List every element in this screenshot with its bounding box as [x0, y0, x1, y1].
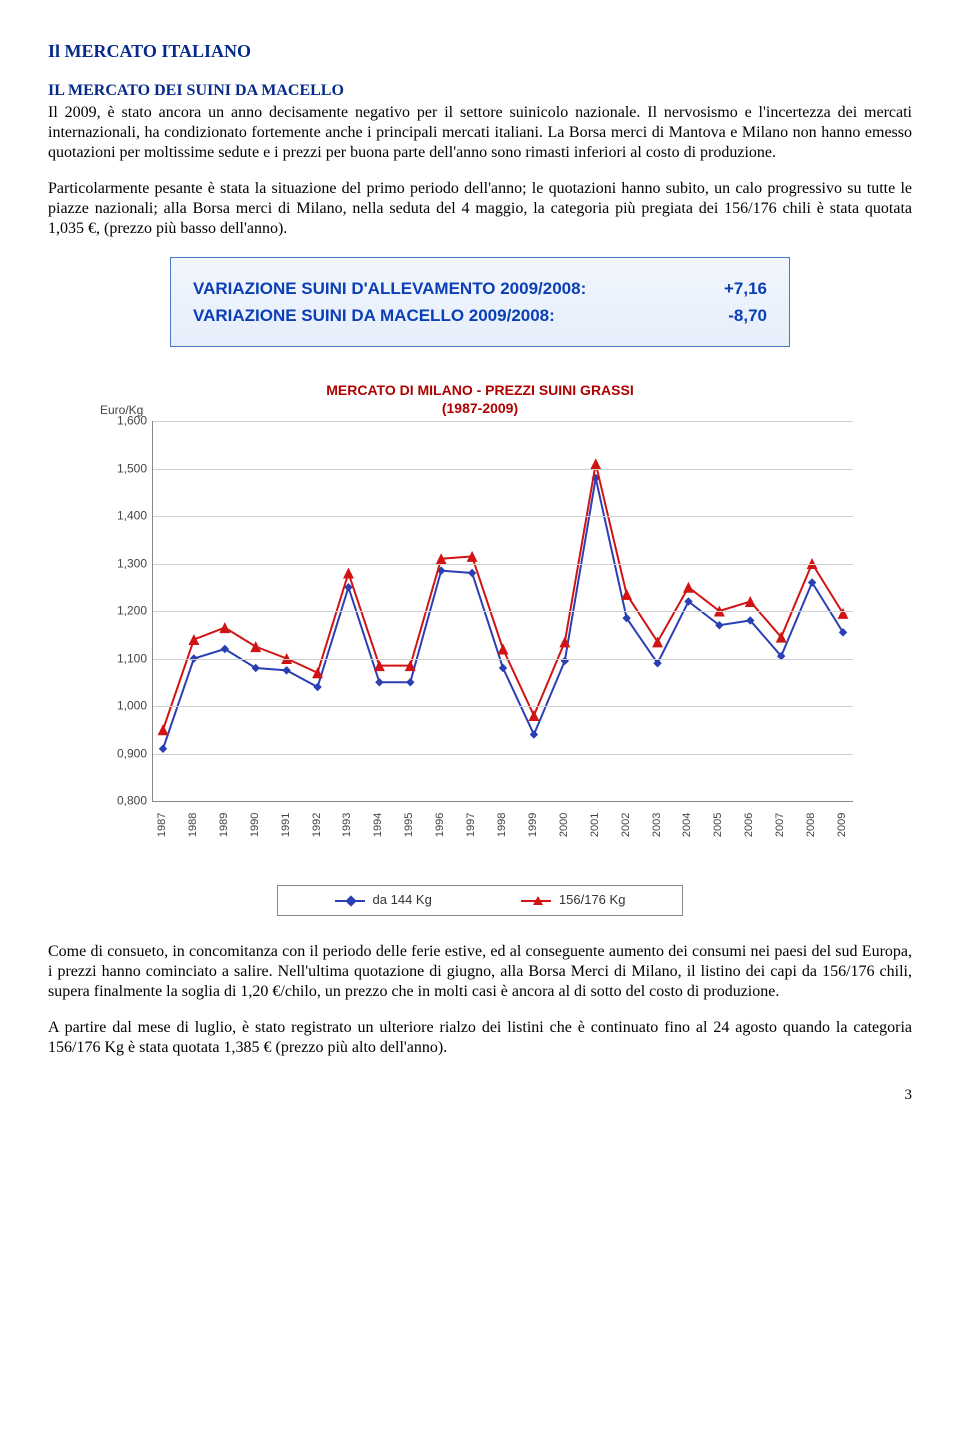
chart-legend: da 144 Kg 156/176 Kg [277, 885, 683, 915]
gridline [153, 516, 853, 517]
x-tick-label: 1995 [403, 812, 417, 836]
page-number: 3 [48, 1086, 912, 1105]
y-tick-label: 1,000 [103, 699, 147, 714]
series-marker [838, 608, 849, 619]
series-line [163, 478, 843, 749]
gridline [153, 469, 853, 470]
series-marker [159, 745, 167, 753]
gridline [153, 611, 853, 612]
paragraph-4: A partire dal mese di luglio, è stato re… [48, 1018, 912, 1058]
series-marker [282, 667, 290, 675]
series-marker [468, 569, 476, 577]
series-marker [499, 664, 507, 672]
series-marker [313, 683, 321, 691]
series-marker [745, 596, 756, 607]
paragraph-2: Particolarmente pesante è stata la situa… [48, 179, 912, 239]
variation-label: VARIAZIONE SUINI D'ALLEVAMENTO 2009/2008… [193, 278, 586, 299]
x-tick-label: 1991 [280, 812, 294, 836]
x-tick-label: 1999 [527, 812, 541, 836]
series-marker [652, 637, 663, 648]
y-tick-label: 1,400 [103, 509, 147, 524]
y-tick-label: 0,900 [103, 746, 147, 761]
series-marker [406, 678, 414, 686]
legend-marker-triangle-icon [521, 900, 551, 902]
x-tick-label: 1997 [465, 812, 479, 836]
variation-row-macello: VARIAZIONE SUINI DA MACELLO 2009/2008: -… [193, 305, 767, 326]
x-tick-label: 1990 [249, 812, 263, 836]
page-title: Il MERCATO ITALIANO [48, 40, 912, 63]
x-tick-label: 2009 [836, 812, 850, 836]
legend-label: 156/176 Kg [559, 892, 626, 908]
x-tick-label: 2000 [558, 812, 572, 836]
variation-value: -8,70 [728, 305, 767, 326]
series-marker [219, 623, 230, 634]
x-tick-label: 1992 [311, 812, 325, 836]
legend-item-a: da 144 Kg [335, 892, 432, 908]
variation-box-wrap: VARIAZIONE SUINI D'ALLEVAMENTO 2009/2008… [48, 257, 912, 348]
legend-label: da 144 Kg [373, 892, 432, 908]
x-tick-label: 1994 [372, 812, 386, 836]
series-marker [343, 568, 354, 579]
x-tick-label: 2006 [743, 812, 757, 836]
chart-title: MERCATO DI MILANO - PREZZI SUINI GRASSI … [100, 381, 860, 417]
x-tick-label: 1998 [496, 812, 510, 836]
legend-marker-diamond-icon [335, 900, 365, 902]
price-chart: MERCATO DI MILANO - PREZZI SUINI GRASSI … [100, 381, 860, 916]
series-marker [528, 710, 539, 721]
series-marker [250, 642, 261, 653]
series-line [163, 464, 843, 730]
series-marker [188, 634, 199, 645]
series-marker [498, 644, 509, 655]
x-tick-label: 1988 [187, 812, 201, 836]
series-marker [683, 582, 694, 593]
paragraph-1: Il 2009, è stato ancora un anno decisame… [48, 103, 912, 163]
gridline [153, 564, 853, 565]
x-tick-label: 2002 [620, 812, 634, 836]
y-tick-label: 0,800 [103, 794, 147, 809]
x-tick-label: 1987 [156, 812, 170, 836]
plot-region: 0,8000,9001,0001,1001,2001,3001,4001,500… [152, 421, 853, 802]
y-tick-label: 1,300 [103, 556, 147, 571]
x-tick-label: 2007 [774, 812, 788, 836]
y-tick-label: 1,100 [103, 651, 147, 666]
series-marker [530, 731, 538, 739]
x-tick-label: 2004 [682, 812, 696, 836]
x-tick-label: 1993 [342, 812, 356, 836]
section-subtitle: IL MERCATO DEI SUINI DA MACELLO [48, 81, 912, 101]
y-tick-label: 1,500 [103, 461, 147, 476]
paragraph-3: Come di consueto, in concomitanza con il… [48, 942, 912, 1002]
x-tick-label: 2005 [712, 812, 726, 836]
variation-label: VARIAZIONE SUINI DA MACELLO 2009/2008: [193, 305, 555, 326]
legend-item-b: 156/176 Kg [521, 892, 626, 908]
series-marker [375, 678, 383, 686]
y-tick-label: 1,600 [103, 414, 147, 429]
gridline [153, 659, 853, 660]
x-tick-label: 2001 [589, 812, 603, 836]
variation-box: VARIAZIONE SUINI D'ALLEVAMENTO 2009/2008… [170, 257, 790, 348]
series-marker [158, 725, 169, 736]
x-tick-label: 2003 [651, 812, 665, 836]
series-marker [621, 589, 632, 600]
gridline [153, 421, 853, 422]
y-tick-label: 1,200 [103, 604, 147, 619]
variation-value: +7,16 [724, 278, 767, 299]
variation-row-allevamento: VARIAZIONE SUINI D'ALLEVAMENTO 2009/2008… [193, 278, 767, 299]
gridline [153, 754, 853, 755]
x-tick-label: 2008 [805, 812, 819, 836]
x-tick-label: 1996 [434, 812, 448, 836]
chart-area: Euro/Kg 0,8000,9001,0001,1001,2001,3001,… [152, 421, 860, 841]
x-tick-label: 1989 [218, 812, 232, 836]
gridline [153, 706, 853, 707]
